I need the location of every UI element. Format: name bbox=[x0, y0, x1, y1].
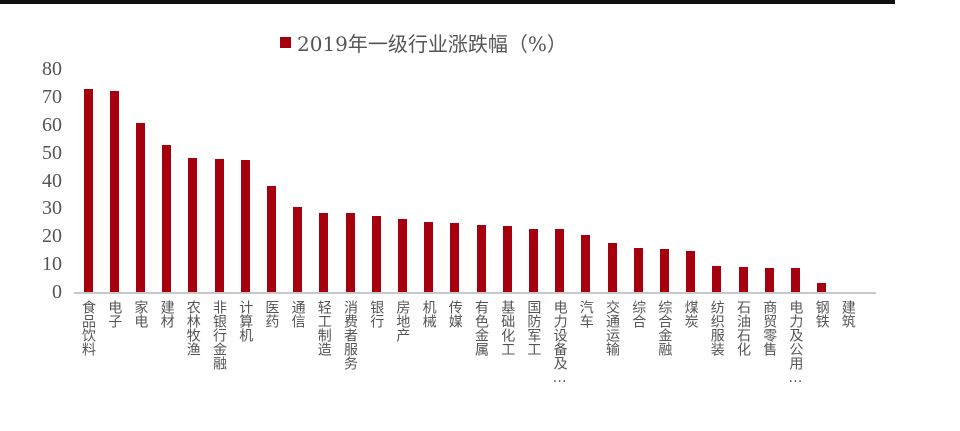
y-tick-label: 20 bbox=[42, 225, 62, 248]
bar bbox=[240, 160, 250, 292]
x-axis-line bbox=[74, 292, 876, 294]
x-tick-label: 消费者服务 bbox=[342, 300, 358, 370]
bar bbox=[319, 213, 329, 292]
bar bbox=[371, 216, 381, 292]
x-tick-label: 计算机 bbox=[237, 300, 254, 342]
bar bbox=[790, 268, 800, 292]
bar bbox=[450, 223, 460, 292]
bar bbox=[188, 158, 198, 292]
x-tick-label: 钢铁 bbox=[813, 300, 830, 328]
x-tick-label: 电子 bbox=[106, 300, 123, 328]
y-tick-label: 60 bbox=[42, 113, 62, 136]
x-tick-label: 银行 bbox=[368, 300, 385, 328]
x-tick-label: 综合金融 bbox=[656, 300, 673, 356]
bar bbox=[397, 218, 407, 292]
bar bbox=[712, 266, 722, 292]
x-tick-label: 通信 bbox=[289, 300, 306, 328]
x-tick-label: 轻工制造 bbox=[315, 300, 332, 356]
plot-area bbox=[74, 60, 874, 292]
bar bbox=[476, 225, 486, 292]
bar bbox=[293, 206, 303, 292]
bar bbox=[738, 266, 748, 292]
x-tick-label: 纺织服装 bbox=[708, 300, 725, 356]
top-border-line bbox=[0, 0, 895, 4]
y-tick-label: 40 bbox=[42, 169, 62, 192]
bar bbox=[266, 186, 276, 292]
bar bbox=[135, 123, 145, 292]
bar bbox=[659, 249, 669, 292]
y-tick-label: 80 bbox=[42, 58, 62, 80]
y-tick-label: 30 bbox=[42, 197, 62, 220]
x-tick-label: 农林牧渔 bbox=[184, 300, 201, 356]
y-tick-label: 10 bbox=[42, 253, 62, 276]
y-tick-label: 70 bbox=[42, 85, 62, 108]
x-tick-label: 电力设备及… bbox=[551, 300, 568, 386]
bar bbox=[424, 222, 434, 292]
bar bbox=[502, 225, 512, 292]
x-tick-label: 建筑 bbox=[839, 300, 856, 328]
bar bbox=[764, 268, 774, 292]
bar bbox=[83, 89, 93, 292]
x-tick-label: 非银行金融 bbox=[211, 300, 227, 370]
x-tick-label: 电力及公用… bbox=[787, 300, 804, 386]
x-tick-label: 国防军工 bbox=[525, 300, 542, 356]
x-tick-label: 建材 bbox=[158, 300, 175, 328]
x-tick-label: 房地产 bbox=[394, 300, 411, 342]
bar bbox=[109, 91, 119, 292]
x-tick-label: 食品饮料 bbox=[80, 300, 96, 356]
x-tick-label: 机械 bbox=[420, 300, 437, 328]
bar bbox=[528, 229, 538, 292]
x-tick-label: 有色金属 bbox=[473, 300, 489, 356]
x-tick-label: 汽车 bbox=[577, 300, 594, 328]
legend-swatch bbox=[280, 37, 291, 48]
x-tick-label: 家电 bbox=[132, 300, 149, 328]
bar bbox=[817, 283, 827, 292]
bar bbox=[555, 229, 565, 292]
x-tick-label: 商贸零售 bbox=[761, 300, 778, 356]
legend-label: 2019年一级行业涨跌幅（%） bbox=[297, 32, 567, 56]
bar bbox=[345, 213, 355, 292]
bar bbox=[162, 145, 172, 292]
x-tick-label: 煤炭 bbox=[682, 300, 699, 328]
chart-legend: 2019年一级行业涨跌幅（%） bbox=[280, 28, 567, 57]
y-tick-label: 50 bbox=[42, 141, 62, 164]
bar bbox=[581, 235, 591, 292]
y-tick-label: 0 bbox=[52, 281, 62, 303]
x-tick-label: 传媒 bbox=[446, 300, 463, 328]
bar bbox=[686, 251, 696, 292]
x-tick-label: 医药 bbox=[263, 300, 280, 328]
bar bbox=[607, 242, 617, 292]
x-tick-label: 综合 bbox=[630, 300, 647, 328]
x-tick-label: 石油石化 bbox=[735, 300, 751, 356]
x-tick-label: 交通运输 bbox=[604, 300, 620, 356]
x-tick-label: 基础化工 bbox=[499, 300, 516, 356]
bar bbox=[214, 159, 224, 292]
bar bbox=[633, 247, 643, 292]
